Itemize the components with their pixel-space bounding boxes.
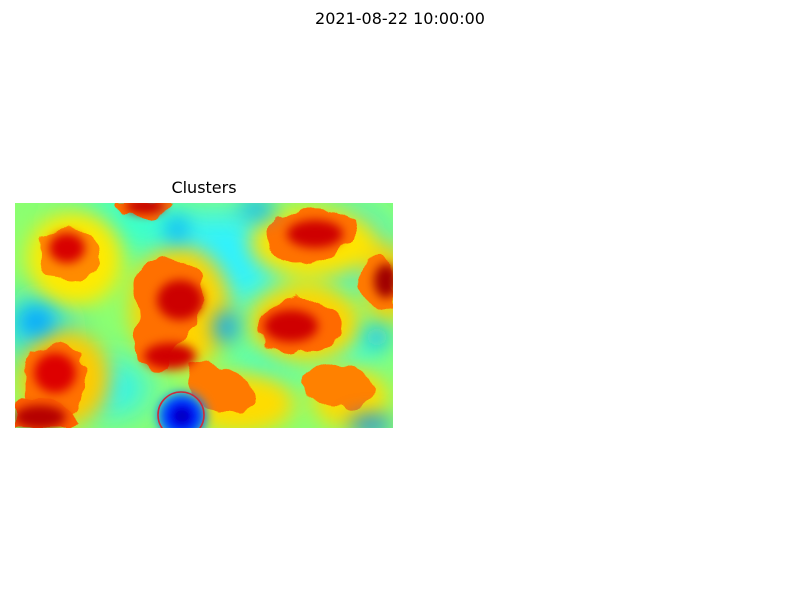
red-cores	[15, 203, 393, 428]
cold-cluster	[154, 389, 210, 428]
heatmap-svg	[15, 203, 393, 428]
blue-patches	[20, 203, 392, 428]
axes-title: Clusters	[171, 178, 237, 197]
figure-title: 2021-08-22 10:00:00	[315, 9, 485, 28]
selected-cluster-circle	[157, 391, 205, 428]
heatmap-plot	[15, 203, 393, 428]
